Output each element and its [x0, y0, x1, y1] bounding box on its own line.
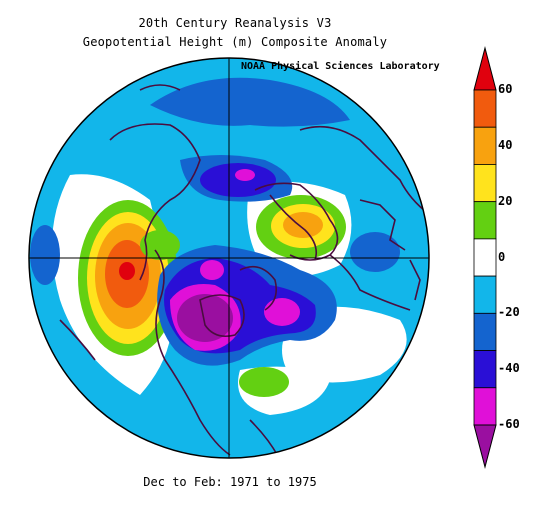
colorbar-segment [473, 312, 497, 351]
credit-label: NOAA Physical Sciences Laboratory [241, 61, 440, 72]
coastline-hudson-bay [199, 294, 245, 338]
colorbar-segment [473, 238, 497, 277]
country-borders-asia [359, 199, 406, 251]
negative-anomaly-east [350, 232, 400, 272]
colorbar-tick-label: 40 [498, 137, 513, 152]
coastline-asia-south [329, 254, 411, 311]
map-boundary [28, 57, 430, 459]
period-label: Dec to Feb: 1971 to 1975 [143, 475, 317, 489]
coastline-north-america-west [109, 123, 201, 281]
positive-anomaly-south [239, 367, 289, 397]
colorbar-segment [473, 126, 497, 165]
colorbar [473, 46, 497, 469]
colorbar-tick-label: 20 [498, 193, 513, 208]
colorbar-segment [473, 350, 497, 389]
colorbar-segment [473, 164, 497, 203]
figure-subtitle: Geopotential Height (m) Composite Anomal… [82, 35, 388, 49]
colorbar-segment [473, 89, 497, 128]
colorbar-tick-label: -60 [498, 417, 520, 431]
colorbar-max-triangle [473, 46, 497, 91]
colorbar-segment [473, 387, 497, 426]
coastline-europe [254, 182, 339, 261]
colorbar-tick-label: 60 [498, 82, 513, 96]
colorbar-tick-label: -40 [498, 361, 520, 376]
colorbar-min-triangle [473, 424, 497, 469]
coastlines [59, 84, 429, 458]
coastline-asia-north [299, 125, 429, 216]
coastline-north-america-east [154, 249, 231, 456]
anomaly-field [29, 58, 429, 458]
colorbar-tick-label: 0 [498, 249, 506, 264]
negative-anomaly-far-west [30, 225, 60, 285]
figure-title: 20th Century Reanalysis V3 [138, 16, 332, 30]
colorbar-segment [473, 275, 497, 314]
colorbar-segment [473, 201, 497, 240]
colorbar-tick-label: -20 [498, 305, 520, 320]
